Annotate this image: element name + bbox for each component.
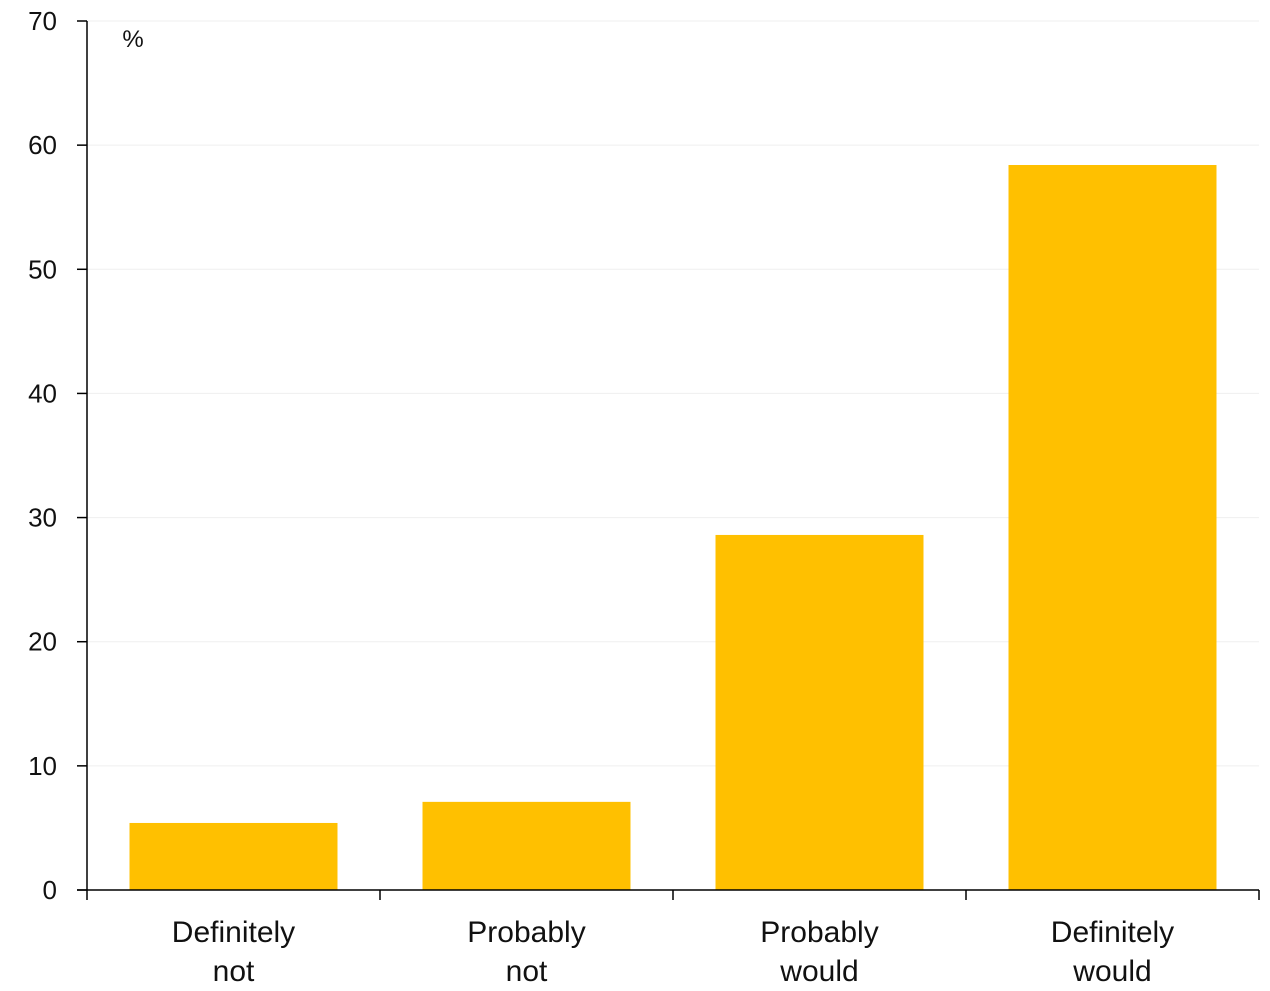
y-tick-label: 40 xyxy=(28,378,57,408)
y-tick-label: 30 xyxy=(28,503,57,533)
unit-label: % xyxy=(122,26,143,53)
y-tick-label: 0 xyxy=(43,875,57,905)
bar-0 xyxy=(129,822,338,890)
y-tick-label: 10 xyxy=(28,751,57,781)
bar-3 xyxy=(1008,165,1217,890)
x-category-label: Probably would xyxy=(760,916,878,986)
x-category-label: Definitely would xyxy=(1051,916,1174,986)
bar-1 xyxy=(422,801,631,890)
gridlines xyxy=(87,20,1259,767)
bar-2 xyxy=(715,534,924,890)
axis-labels: 0 10 20 30 40 50 60 70 Definitely not Probably not P… xyxy=(28,6,1174,988)
bars xyxy=(129,165,1217,890)
x-category-label: Definitely not xyxy=(172,916,295,986)
y-tick-label: 60 xyxy=(28,130,57,160)
y-tick-label: 20 xyxy=(28,627,57,657)
y-tick-label: 70 xyxy=(28,6,57,36)
y-tick-label: 50 xyxy=(28,254,57,284)
x-category-label: Probably not xyxy=(467,916,585,986)
axes xyxy=(77,20,1260,900)
